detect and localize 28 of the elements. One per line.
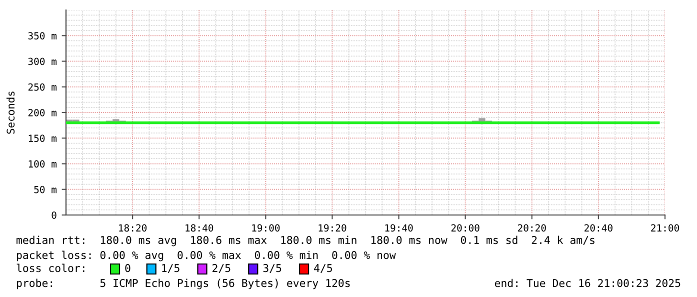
y-tick-label: 50 m bbox=[34, 186, 57, 194]
x-tick-label: 20:20 bbox=[518, 224, 546, 232]
legend-label: 4/5 bbox=[314, 264, 332, 273]
y-tick-label: 300 m bbox=[28, 58, 57, 66]
y-tick-label: 200 m bbox=[28, 109, 57, 116]
text: packet loss: 0.00 % avg 0.00 % max 0.00 % min 0.00 % now bbox=[16, 250, 396, 262]
x-tick-label: 19:20 bbox=[318, 224, 346, 232]
x-tick-label: 18:20 bbox=[119, 224, 147, 232]
y-tick-label: 350 m bbox=[28, 32, 57, 40]
y-axis-title: Seconds bbox=[6, 92, 15, 134]
legend-title: loss color: bbox=[16, 264, 84, 272]
x-tick-label: 19:40 bbox=[385, 224, 413, 232]
y-tick-label: 100 m bbox=[28, 160, 57, 168]
legend-label: 2/5 bbox=[212, 264, 230, 273]
legend-label: 1/5 bbox=[162, 264, 180, 273]
y-tick-label: 250 m bbox=[28, 83, 57, 91]
x-tick-label: 18:40 bbox=[186, 224, 214, 232]
legend-label: 0 bbox=[125, 264, 130, 272]
y-tick-label: 0 bbox=[52, 212, 56, 219]
text: end: Tue Dec 16 21:00:23 2025 bbox=[494, 278, 680, 288]
text: median rtt: 180.0 ms avg 180.6 ms max 180.0 ms min 180.0 ms now 0.1 ms sd 2.4 k am/s bbox=[16, 236, 594, 246]
x-tick-label: 20:40 bbox=[584, 224, 612, 232]
text: probe: 5 ICMP Echo Pings (56 Bytes) every 120s bbox=[16, 278, 350, 290]
legend-label: 3/5 bbox=[263, 264, 282, 273]
x-tick-label: 21:00 bbox=[651, 224, 680, 232]
y-tick-label: 150 m bbox=[28, 134, 57, 142]
x-tick-label: 20:00 bbox=[451, 224, 480, 232]
x-tick-label: 19:00 bbox=[252, 224, 280, 232]
